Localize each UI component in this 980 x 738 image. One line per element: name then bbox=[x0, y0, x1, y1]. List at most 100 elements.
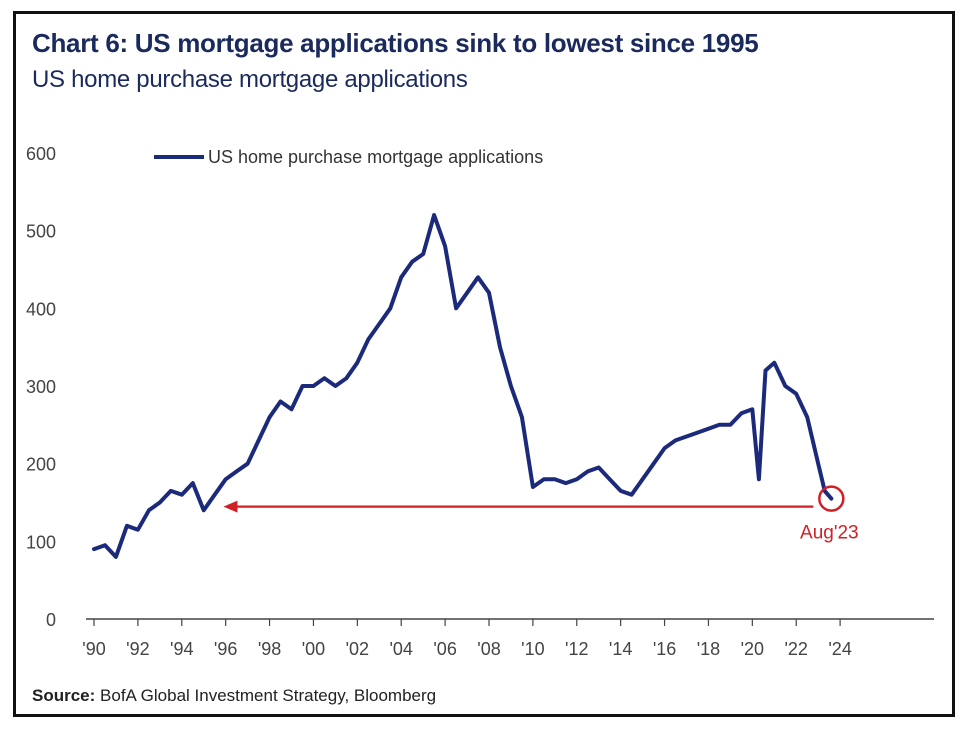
source-label: Source: bbox=[32, 686, 96, 705]
x-tick-label: '94 bbox=[170, 639, 193, 659]
series-point bbox=[246, 462, 249, 465]
series-point bbox=[170, 490, 172, 492]
series-point bbox=[279, 400, 282, 403]
series-point bbox=[334, 385, 337, 387]
x-tick-label: '24 bbox=[828, 639, 851, 659]
x-tick-label: '16 bbox=[653, 639, 676, 659]
annotation-label: Aug'23 bbox=[800, 523, 859, 544]
x-tick-label: '98 bbox=[258, 639, 281, 659]
y-tick-label: 0 bbox=[46, 610, 56, 630]
series-point bbox=[674, 439, 677, 442]
series-point bbox=[696, 431, 699, 434]
series-point bbox=[817, 462, 819, 465]
chart-subtitle: US home purchase mortgage applications bbox=[32, 66, 468, 93]
chart-title: Chart 6: US mortgage applications sink t… bbox=[32, 28, 759, 58]
x-tick-label: '00 bbox=[302, 639, 325, 659]
legend-label: US home purchase mortgage applications bbox=[208, 147, 543, 167]
series-point bbox=[224, 478, 227, 481]
annotation-circle bbox=[818, 485, 845, 512]
source-text: BofA Global Investment Strategy, Bloombe… bbox=[100, 686, 437, 705]
y-tick-label: 500 bbox=[26, 222, 56, 242]
x-tick-label: '08 bbox=[477, 639, 500, 659]
series-point bbox=[532, 486, 534, 488]
series-point bbox=[455, 307, 457, 310]
series-point bbox=[400, 276, 403, 279]
series-point bbox=[608, 478, 611, 481]
series-point bbox=[597, 466, 600, 469]
y-tick-label: 200 bbox=[26, 455, 56, 475]
series-point bbox=[466, 292, 468, 294]
series-point bbox=[619, 490, 622, 492]
x-tick-label: '18 bbox=[697, 639, 720, 659]
y-tick-label: 100 bbox=[26, 532, 56, 552]
series-point bbox=[764, 369, 767, 372]
series-point bbox=[751, 408, 754, 411]
series-point bbox=[137, 528, 139, 531]
series-point bbox=[444, 245, 446, 247]
series-point bbox=[389, 307, 392, 310]
series-point bbox=[499, 346, 501, 348]
series-point bbox=[510, 385, 512, 387]
series-point bbox=[740, 412, 743, 414]
series-point bbox=[268, 416, 271, 418]
series-point bbox=[652, 462, 655, 465]
series-point bbox=[718, 424, 721, 426]
series-point bbox=[543, 478, 545, 481]
series-point bbox=[115, 556, 117, 558]
series-point bbox=[488, 292, 490, 294]
series-line bbox=[92, 213, 834, 559]
series-point bbox=[93, 548, 95, 550]
series-point bbox=[257, 439, 260, 442]
series-point bbox=[367, 338, 370, 341]
series-point bbox=[586, 470, 589, 473]
series-point bbox=[290, 408, 293, 411]
series-point bbox=[554, 478, 556, 481]
series-point bbox=[575, 478, 578, 481]
series-point bbox=[565, 482, 567, 484]
series-point bbox=[795, 392, 798, 395]
series-point bbox=[663, 447, 666, 449]
series-point bbox=[685, 435, 688, 438]
x-tick-label: '14 bbox=[609, 639, 632, 659]
series-point bbox=[191, 482, 194, 484]
x-tick-label: '96 bbox=[214, 639, 237, 659]
annotation-arrow-head bbox=[223, 500, 238, 513]
series-point bbox=[477, 276, 479, 279]
series-point bbox=[235, 470, 238, 473]
series-point bbox=[126, 525, 128, 527]
series-point bbox=[148, 509, 150, 512]
series-point bbox=[823, 490, 826, 492]
series-point bbox=[202, 509, 205, 512]
series-point bbox=[180, 493, 183, 496]
x-tick-label: '04 bbox=[389, 639, 412, 659]
series-point bbox=[301, 385, 304, 387]
series-point bbox=[433, 214, 435, 216]
y-tick-label: 600 bbox=[26, 144, 56, 164]
x-tick-label: '02 bbox=[346, 639, 369, 659]
series-point bbox=[356, 361, 359, 364]
y-tick-label: 400 bbox=[26, 299, 56, 319]
series-point bbox=[773, 361, 776, 364]
series-point bbox=[758, 478, 760, 481]
chart-frame: Chart 6: US mortgage applications sink t… bbox=[13, 11, 955, 717]
series-point bbox=[806, 416, 808, 418]
source-note: Source: BofA Global Investment Strategy,… bbox=[32, 686, 436, 706]
series-point bbox=[213, 493, 216, 496]
x-tick-label: '92 bbox=[126, 639, 149, 659]
x-tick-label: '22 bbox=[784, 639, 807, 659]
series-point bbox=[411, 260, 413, 263]
series-point bbox=[312, 385, 315, 387]
y-tick-label: 300 bbox=[26, 377, 56, 397]
series-point bbox=[641, 478, 644, 481]
plot-area: 0 100 200 300 400 500 600 '90 '92 '94 '96 '98 '00 '02… bbox=[26, 144, 934, 659]
x-tick-label: '10 bbox=[521, 639, 544, 659]
x-tick-label: '90 bbox=[82, 639, 105, 659]
series-point bbox=[422, 253, 424, 255]
series-point bbox=[707, 427, 710, 430]
x-tick-label: '06 bbox=[433, 639, 456, 659]
series-point bbox=[830, 497, 833, 500]
series-point bbox=[729, 424, 732, 426]
series-point bbox=[630, 493, 633, 496]
series-point bbox=[784, 385, 787, 387]
series-point bbox=[159, 501, 161, 504]
